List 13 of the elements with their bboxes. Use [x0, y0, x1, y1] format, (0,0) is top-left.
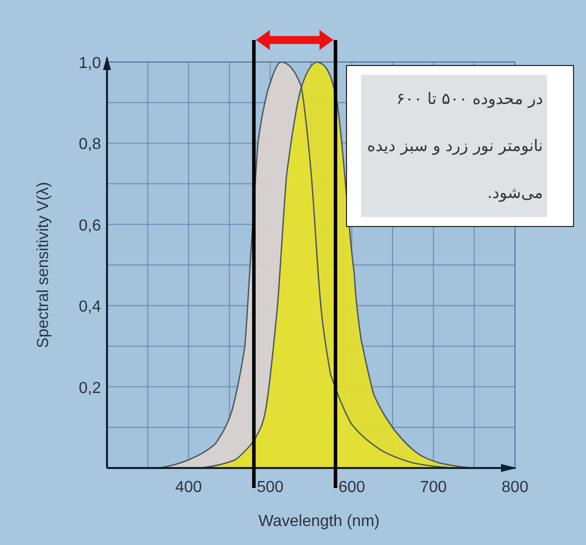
- x-tick-label: 500: [256, 479, 284, 496]
- picture-note-box: در محدوده ۵۰۰ تا ۶۰۰ نانومتر نور زرد و سبز دیده می‌شود.: [346, 65, 574, 227]
- y-tick-label: 0,2: [78, 380, 102, 397]
- y-tick-label: 1,0: [78, 55, 102, 72]
- x-tick-label: 600: [338, 479, 366, 496]
- x-tick-label: 400: [175, 479, 202, 496]
- y-tick-label: 0,6: [78, 217, 102, 234]
- x-tick-label: 700: [420, 479, 447, 496]
- y-tick-label: 0,4: [78, 298, 102, 316]
- y-tick-label: 0,8: [78, 136, 102, 154]
- x-axis-title: Wavelength (nm): [258, 513, 380, 530]
- y-axis-title: Spectral sensitivity V(λ): [35, 182, 52, 348]
- x-tick-label: 800: [502, 479, 528, 496]
